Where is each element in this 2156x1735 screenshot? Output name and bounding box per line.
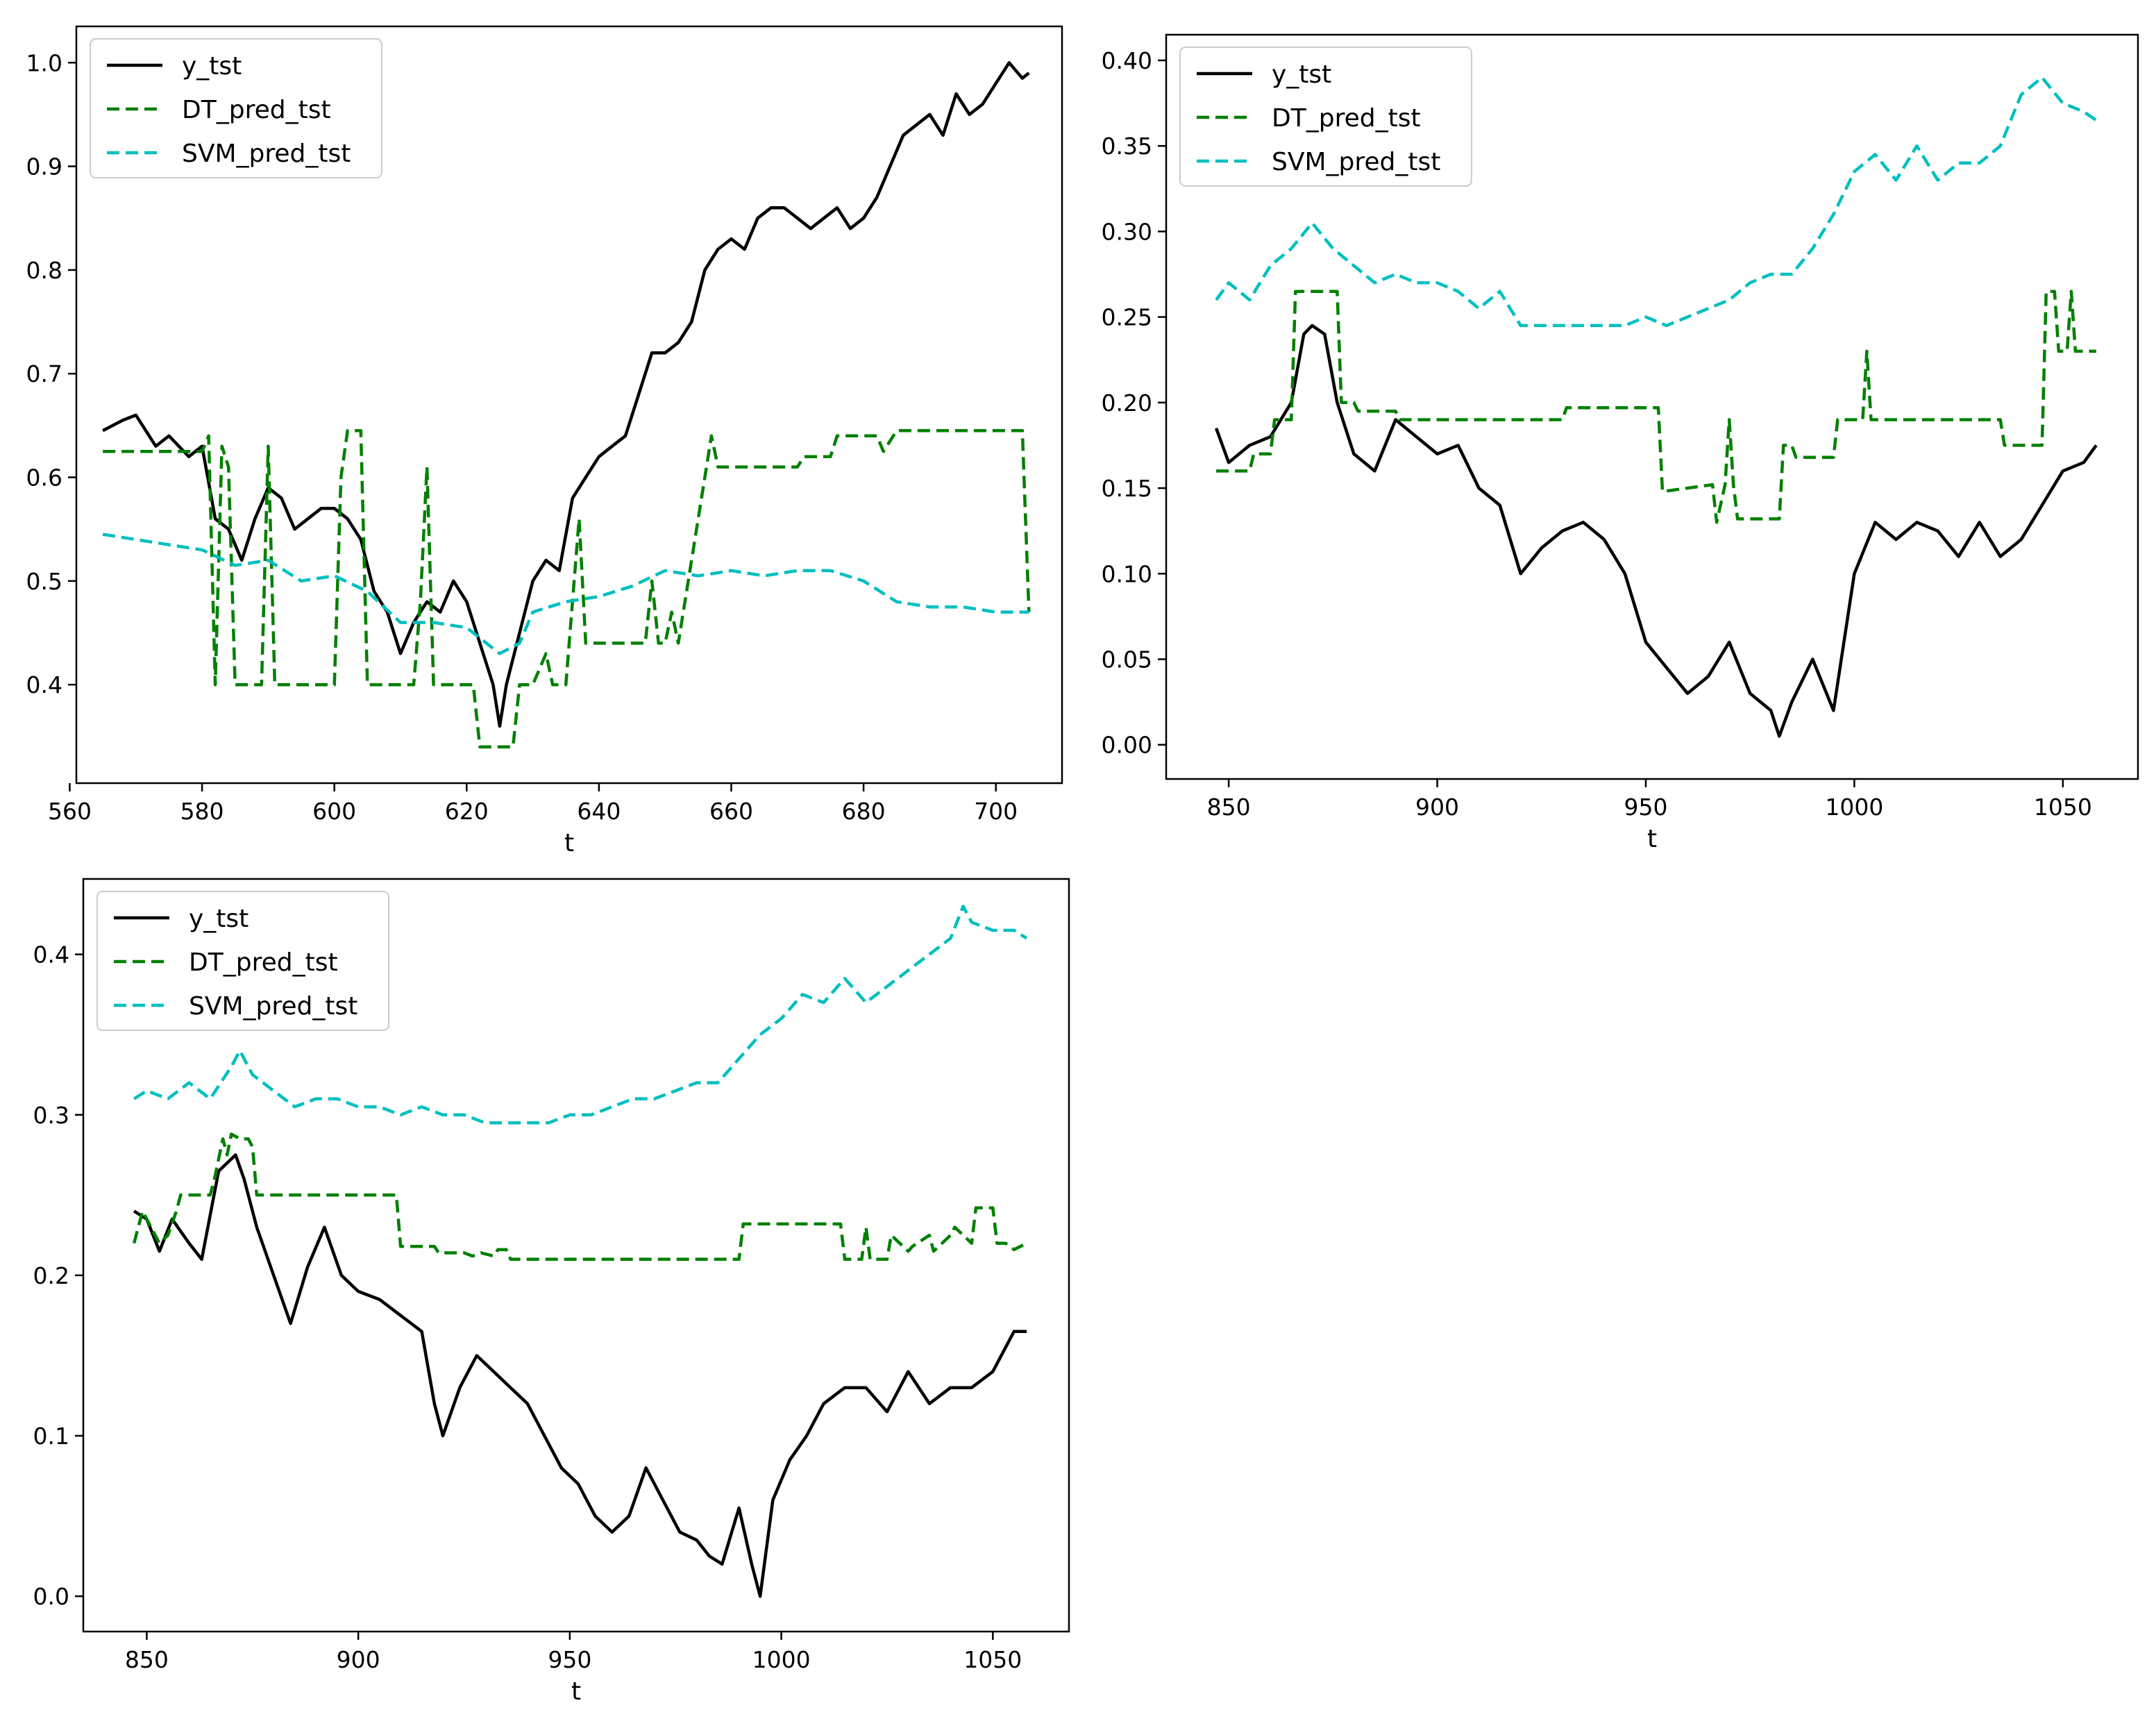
y-tick-label: 0.05 — [1102, 646, 1152, 673]
axes-frame — [75, 25, 1063, 785]
x-tick-label: 1000 — [1825, 794, 1883, 821]
y-tick-label: 0.4 — [26, 671, 62, 698]
x-tick-label: 850 — [125, 1646, 169, 1673]
x-tick-label: 620 — [445, 798, 489, 825]
x-tick-label: 1000 — [752, 1646, 811, 1673]
series-line-DT_pred_tst — [132, 1132, 1028, 1262]
y-tick-label: 0.35 — [1102, 133, 1152, 160]
legend-label-DT_pred_tst: DT_pred_tst — [1272, 104, 1421, 133]
y-tick-label: 0.5 — [26, 568, 62, 595]
legend-label-DT_pred_tst: DT_pred_tst — [182, 96, 331, 124]
x-tick-label: 560 — [48, 798, 92, 825]
x-axis-label: t — [564, 829, 574, 857]
y-tick-label: 0.30 — [1102, 218, 1152, 245]
axes-frame — [82, 878, 1070, 1633]
legend-box — [96, 891, 389, 1031]
y-tick-label: 1.0 — [26, 49, 62, 76]
y-tick-label: 0.20 — [1102, 389, 1152, 417]
legend-label-y_tst: y_tst — [182, 52, 242, 81]
y-tick-label: 0.15 — [1102, 475, 1152, 502]
legend-label-y_tst: y_tst — [189, 905, 249, 933]
axes-frame — [1165, 33, 2139, 780]
y-tick-label: 0.25 — [1102, 304, 1152, 331]
x-tick-label: 700 — [974, 798, 1018, 825]
x-tick-label: 680 — [842, 798, 886, 825]
legend-label-SVM_pred_tst: SVM_pred_tst — [182, 140, 351, 168]
y-tick-label: 0.0 — [33, 1583, 69, 1610]
x-tick-label: 660 — [709, 798, 753, 825]
series-line-DT_pred_tst — [103, 429, 1031, 748]
x-tick-label: 900 — [337, 1646, 380, 1673]
x-tick-label: 1050 — [963, 1646, 1022, 1673]
y-tick-label: 0.2 — [33, 1262, 69, 1289]
x-tick-label: 580 — [180, 798, 224, 825]
x-axis-label: t — [1647, 825, 1657, 853]
x-axis-label: t — [571, 1677, 581, 1706]
x-tick-label: 950 — [548, 1646, 591, 1673]
legend-label-SVM_pred_tst: SVM_pred_tst — [189, 992, 357, 1021]
x-tick-label: 850 — [1207, 794, 1251, 821]
series-line-SVM_pred_tst — [1215, 76, 2098, 328]
y-tick-label: 0.9 — [26, 153, 62, 181]
y-tick-label: 0.1 — [33, 1423, 69, 1450]
series-line-SVM_pred_tst — [102, 533, 1029, 655]
series-line-y_tst — [133, 1153, 1027, 1598]
chart-3: 850 900 950 1000 1050 0.0 0.1 0.2 0.3 0.4 t y_tst DT… — [33, 878, 1070, 1706]
y-tick-label: 0.8 — [26, 257, 62, 284]
series-line-SVM_pred_tst — [133, 905, 1028, 1125]
legend-box — [90, 38, 382, 178]
series-line-y_tst — [102, 61, 1030, 728]
y-tick-label: 0.40 — [1102, 47, 1152, 74]
y-tick-label: 0.7 — [26, 360, 62, 387]
series-line-DT_pred_tst — [1216, 290, 2096, 524]
series-line-y_tst — [1214, 324, 2098, 738]
legend-label-y_tst: y_tst — [1272, 60, 1331, 89]
legend-label-DT_pred_tst: DT_pred_tst — [189, 948, 338, 977]
legend-box — [1179, 47, 1472, 187]
chart-1: 560 580 600 620 640 660 680 700 0.4 0.5 0.6 0.7 0.8 0… — [26, 25, 1063, 857]
x-tick-label: 950 — [1624, 794, 1667, 821]
x-tick-label: 1050 — [2034, 794, 2092, 821]
x-tick-label: 900 — [1415, 794, 1459, 821]
legend-label-SVM_pred_tst: SVM_pred_tst — [1272, 148, 1440, 176]
x-tick-label: 600 — [312, 798, 356, 825]
y-tick-label: 0.4 — [33, 941, 69, 969]
y-tick-label: 0.00 — [1102, 732, 1152, 759]
y-tick-label: 0.10 — [1102, 560, 1152, 587]
chart-2: 850 900 950 1000 1050 0.00 0.05 0.10 0.15 0.20 0.2… — [1102, 33, 2139, 853]
x-tick-label: 640 — [577, 798, 621, 825]
y-tick-label: 0.3 — [33, 1102, 69, 1129]
y-tick-label: 0.6 — [26, 464, 62, 492]
